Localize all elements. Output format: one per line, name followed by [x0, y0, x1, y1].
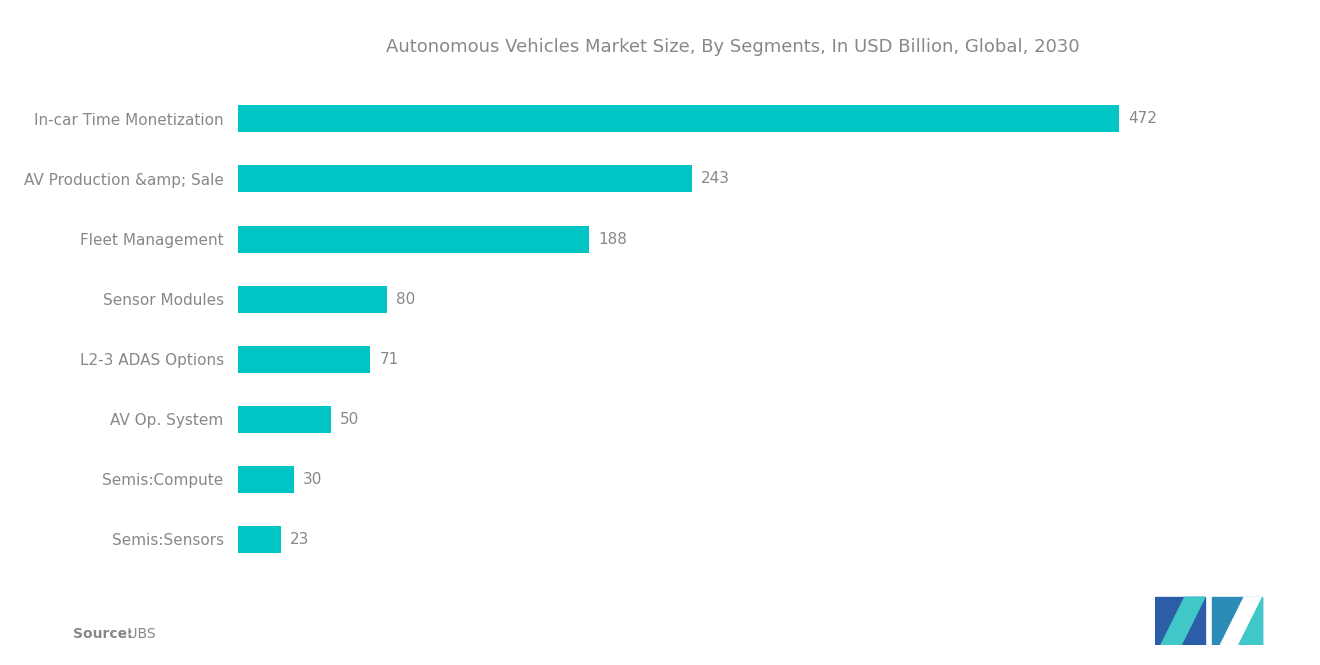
Bar — [238, 526, 281, 553]
Text: 188: 188 — [598, 231, 627, 247]
Text: 80: 80 — [396, 292, 416, 307]
Bar — [238, 406, 331, 433]
Polygon shape — [1220, 597, 1262, 645]
Text: 243: 243 — [701, 172, 730, 186]
Polygon shape — [1155, 597, 1205, 645]
Text: 71: 71 — [380, 352, 399, 366]
Polygon shape — [1162, 597, 1205, 645]
Text: 472: 472 — [1129, 111, 1158, 126]
Text: 23: 23 — [290, 532, 309, 547]
Title: Autonomous Vehicles Market Size, By Segments, In USD Billion, Global, 2030: Autonomous Vehicles Market Size, By Segm… — [385, 38, 1080, 56]
Bar — [238, 346, 370, 373]
Text: UBS: UBS — [123, 627, 156, 642]
Bar — [238, 105, 1119, 132]
Text: Source:: Source: — [73, 627, 132, 642]
Bar — [238, 466, 293, 493]
Polygon shape — [1212, 597, 1262, 645]
Bar — [238, 166, 692, 192]
Polygon shape — [1238, 597, 1262, 645]
Text: 30: 30 — [304, 472, 322, 487]
Text: 50: 50 — [341, 412, 359, 427]
Bar — [238, 225, 589, 253]
Bar — [238, 285, 387, 313]
